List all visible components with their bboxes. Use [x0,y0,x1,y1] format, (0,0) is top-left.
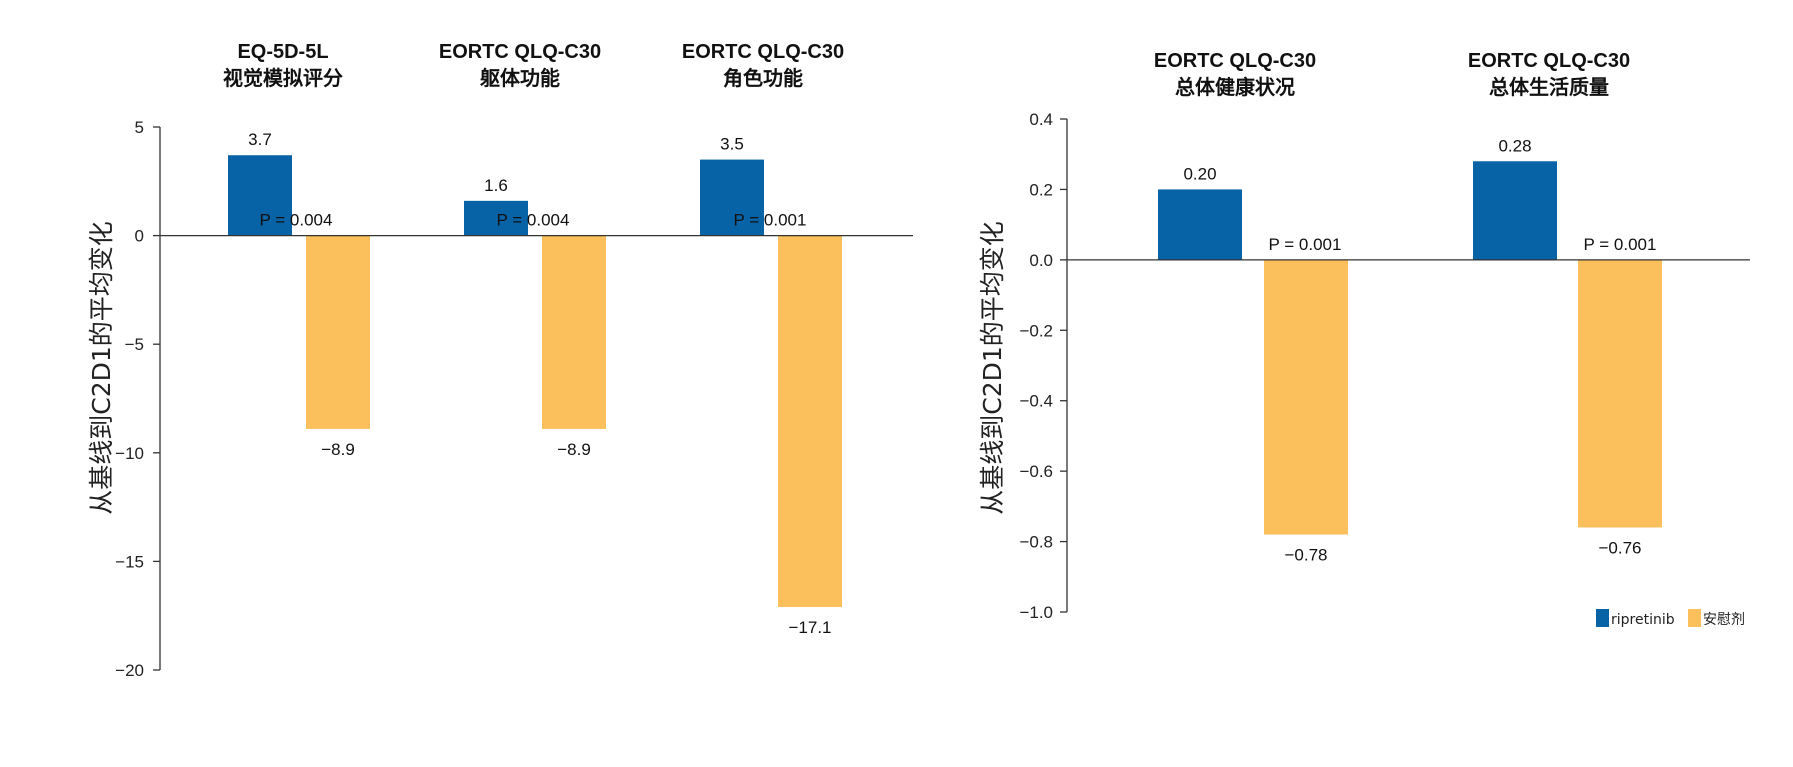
panel1-group-title: EORTC QLQ-C30 [439,41,601,63]
panel2-y-tick-label: −0.6 [1019,462,1053,481]
panel2-data-label: 0.28 [1498,136,1531,155]
panel1-group-subtitle: 躯体功能 [479,66,560,90]
panel2-bar-ripretinib [1473,161,1557,260]
panel1-bar-placebo [778,235,842,608]
panel2-y-tick-label: −0.4 [1019,392,1053,411]
panel2-bar-placebo [1578,259,1662,528]
panel2-bar-ripretinib [1158,189,1242,260]
panel2-y-tick-label: −1.0 [1019,603,1053,622]
panel1-y-tick-label: 5 [135,118,144,137]
panel1-bar-placebo [542,235,606,429]
panel2-y-tick-label: 0.0 [1029,251,1053,270]
legend-label-0: ripretinib [1611,612,1675,628]
panel1-bar-ripretinib [700,159,764,236]
panel2-group-title: EORTC QLQ-C30 [1468,50,1630,72]
panel1-bar-ripretinib [464,200,528,236]
panel1-data-label: 3.5 [720,135,744,154]
panel1-group-title: EORTC QLQ-C30 [682,41,844,63]
panel1-p-value: P = 0.001 [734,211,807,230]
panel1-data-label: −8.9 [557,440,591,459]
panel1-y-tick-label: −5 [125,335,144,354]
legend-swatch-1 [1688,609,1701,627]
panel1-data-label: −8.9 [321,440,355,459]
panel1-group-subtitle: 视觉模拟评分 [223,66,343,90]
panel1-p-value: P = 0.004 [260,211,333,230]
panel2-group-title: EORTC QLQ-C30 [1154,50,1316,72]
panel2-data-label: −0.78 [1284,546,1327,565]
panel1-data-label: −17.1 [788,618,831,637]
panel2-y-tick-label: −0.8 [1019,533,1053,552]
panel1-data-label: 3.7 [248,130,272,149]
panel2-p-value: P = 0.001 [1584,235,1657,254]
panel2-y-tick-label: 0.4 [1029,110,1053,129]
panel2-bar-placebo [1264,259,1348,535]
panel1-p-value: P = 0.004 [497,211,570,230]
panel2-group-subtitle: 总体健康状况 [1175,75,1295,99]
panel1-bar-placebo [306,235,370,429]
panel1-group-subtitle: 角色功能 [723,66,803,90]
legend-swatch-0 [1596,609,1609,627]
legend-label-1: 安慰剂 [1703,611,1745,628]
panel2-group-subtitle: 总体生活质量 [1489,75,1609,99]
panel2-y-axis-label: 从基线到C2D1的平均变化 [978,221,1007,515]
panel1-y-axis-label: 从基线到C2D1的平均变化 [87,221,116,515]
panel2-p-value: P = 0.001 [1269,235,1342,254]
panel1-y-tick-label: −15 [115,552,144,571]
panel1-y-tick-label: −20 [115,661,144,680]
panel1-y-tick-label: −10 [115,444,144,463]
panel1-y-tick-label: 0 [135,227,144,246]
panel1-data-label: 1.6 [484,176,508,195]
panel2-data-label: 0.20 [1183,164,1216,183]
panel1-group-title: EQ-5D-5L [237,41,328,63]
panel2-y-tick-label: 0.2 [1029,180,1053,199]
panel2-y-tick-label: −0.2 [1019,321,1053,340]
panel1-bar-ripretinib [228,155,292,236]
panel2-data-label: −0.76 [1598,538,1641,557]
